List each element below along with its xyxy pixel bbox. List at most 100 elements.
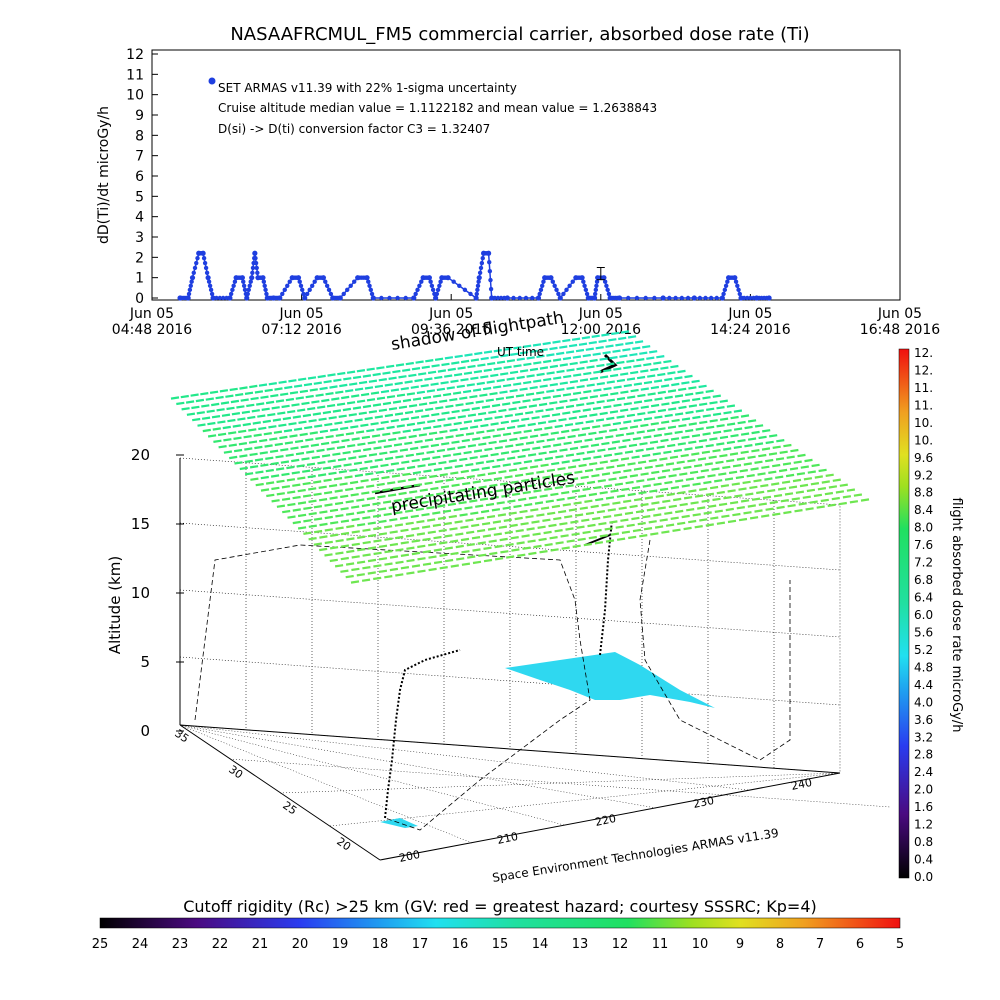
precip-grid-mark (450, 551, 459, 556)
precip-grid-mark (716, 490, 725, 495)
precip-grid-mark (496, 501, 505, 505)
precip-grid-mark (251, 409, 260, 413)
precip-grid-mark (268, 382, 277, 386)
precip-grid-mark (476, 516, 485, 521)
precip-grid-mark (592, 516, 601, 521)
precip-grid-mark (529, 434, 539, 438)
precip-grid-mark (217, 432, 227, 437)
cutoff-colorbar-tick: 13 (572, 937, 589, 952)
precip-grid-mark (351, 555, 360, 559)
precip-grid-mark (345, 574, 354, 579)
precip-grid-mark (384, 456, 394, 461)
dose-colorbar-tick: 12. (914, 346, 933, 360)
precip-grid-mark (645, 447, 655, 451)
precip-grid-mark (379, 451, 388, 455)
precip-grid-mark (529, 386, 538, 390)
precip-grid-mark (339, 482, 348, 486)
precip-grid-mark (354, 473, 364, 478)
data-point (370, 295, 376, 301)
data-point (477, 270, 483, 275)
precip-grid-mark (649, 440, 659, 444)
precip-grid-mark (531, 477, 541, 481)
precip-grid-mark (623, 499, 632, 503)
precip-grid-mark (460, 525, 469, 529)
cutoff-colorbar-tick: 22 (212, 937, 229, 952)
precip-grid-mark (719, 454, 728, 458)
data-point (725, 279, 730, 284)
precip-grid-mark (591, 474, 600, 478)
data-point (254, 265, 259, 271)
precip-grid-mark (422, 426, 432, 430)
precip-grid-mark (740, 499, 750, 503)
precip-grid-mark (259, 451, 268, 455)
precip-grid-mark (221, 413, 231, 417)
data-point (297, 279, 302, 284)
precip-grid-mark (647, 392, 656, 396)
precip-grid-mark (408, 434, 417, 439)
precip-grid-mark (510, 419, 520, 423)
precip-grid-mark (478, 442, 487, 446)
precip-grid-mark (480, 509, 490, 514)
data-point (708, 295, 714, 301)
precip-grid-mark (716, 521, 726, 525)
precip-grid-mark (739, 469, 748, 473)
precip-grid-mark (651, 501, 660, 505)
precip-grid-mark (667, 389, 677, 393)
precip-grid-mark (230, 399, 240, 404)
data-point (643, 295, 648, 301)
precip-grid-mark (482, 386, 492, 391)
precip-grid-mark (562, 356, 572, 361)
precip-grid-mark (767, 489, 776, 493)
precip-grid-mark (580, 445, 589, 449)
precip-grid-mark (333, 477, 343, 481)
precip-grid-mark (761, 465, 770, 469)
precip-grid-mark (454, 464, 463, 468)
data-point (186, 291, 192, 297)
precip-grid-mark (730, 415, 739, 420)
precip-grid-mark (747, 455, 756, 459)
precip-grid-mark (291, 458, 300, 463)
precip-grid-mark (243, 435, 252, 439)
data-point (201, 255, 207, 261)
precip-grid-mark (505, 395, 515, 399)
precip-grid-mark (747, 437, 757, 441)
precip-grid-mark (402, 472, 411, 477)
precip-grid-mark (260, 395, 269, 399)
precip-grid-mark (831, 496, 840, 501)
precip-grid-mark (707, 474, 716, 478)
precip-grid-mark (576, 482, 585, 486)
precip-grid-mark (842, 495, 852, 499)
precip-grid-mark (670, 486, 680, 490)
precip-grid-mark (493, 477, 503, 481)
precip-grid-mark (565, 527, 574, 531)
precip-grid-mark (238, 442, 248, 446)
precip-grid-mark (206, 409, 215, 413)
precip-grid-mark (496, 427, 506, 431)
precip-grid-mark (334, 421, 343, 425)
precip-grid-mark (417, 464, 426, 468)
precip-grid-mark (276, 479, 285, 484)
precip-grid-mark (506, 377, 515, 381)
precip-grid-mark (618, 506, 627, 510)
precip-grid-mark (302, 481, 311, 486)
precip-grid-mark (301, 457, 310, 461)
precip-grid-mark (573, 373, 582, 377)
precip-grid-mark (716, 424, 725, 428)
precip-grid-mark (514, 516, 523, 521)
precip-grid-mark (760, 484, 769, 488)
precip-grid-mark (256, 402, 265, 406)
precip-grid-mark (346, 524, 355, 529)
data-point (593, 287, 599, 293)
precip-grid-mark (599, 375, 609, 379)
precip-grid-mark (492, 520, 502, 524)
precip-grid-mark (455, 403, 464, 407)
precip-grid-mark (356, 560, 366, 564)
data-point (261, 279, 267, 284)
precip-grid-mark (718, 502, 728, 507)
precip-grid-mark (593, 388, 602, 392)
precip-grid-mark (360, 392, 370, 397)
precip-grid-mark (361, 435, 371, 440)
precip-grid-mark (433, 548, 443, 552)
precip-grid-mark (228, 443, 237, 447)
precip-grid-mark (817, 487, 827, 491)
